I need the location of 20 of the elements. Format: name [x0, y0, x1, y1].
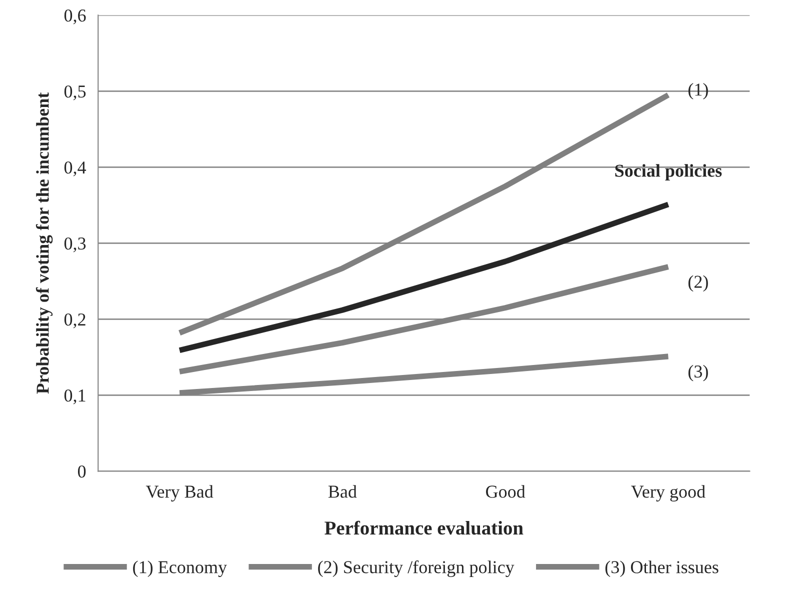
y-tick-label: 0 [78, 465, 86, 478]
y-tick-label: 0,5 [64, 85, 86, 100]
y-axis-title: Probability of voting for the incumbent [36, 92, 53, 394]
annotation: (2) [688, 275, 708, 292]
x-tick-label: Good [486, 485, 526, 498]
legend-label: (1) Economy [133, 560, 227, 578]
series-label: Social policies [615, 164, 722, 181]
x-axis-title: Performance evaluation [324, 520, 524, 535]
y-tick-label: 0,3 [64, 237, 86, 252]
x-tick-label: Very good [631, 485, 706, 502]
y-tick-label: 0,4 [64, 161, 86, 176]
y-tick-label: 0,2 [64, 313, 86, 328]
x-tick-label: Bad [328, 485, 357, 498]
x-tick-label: Very Bad [146, 485, 214, 502]
y-tick-label: 0,6 [64, 9, 86, 24]
y-tick-label: 0,1 [64, 389, 86, 404]
legend-label: (2) Security /foreign policy [318, 560, 514, 578]
annotation: (3) [688, 364, 708, 382]
annotation: (1) [688, 83, 708, 100]
legend-label: (3) Other issues [605, 560, 718, 577]
